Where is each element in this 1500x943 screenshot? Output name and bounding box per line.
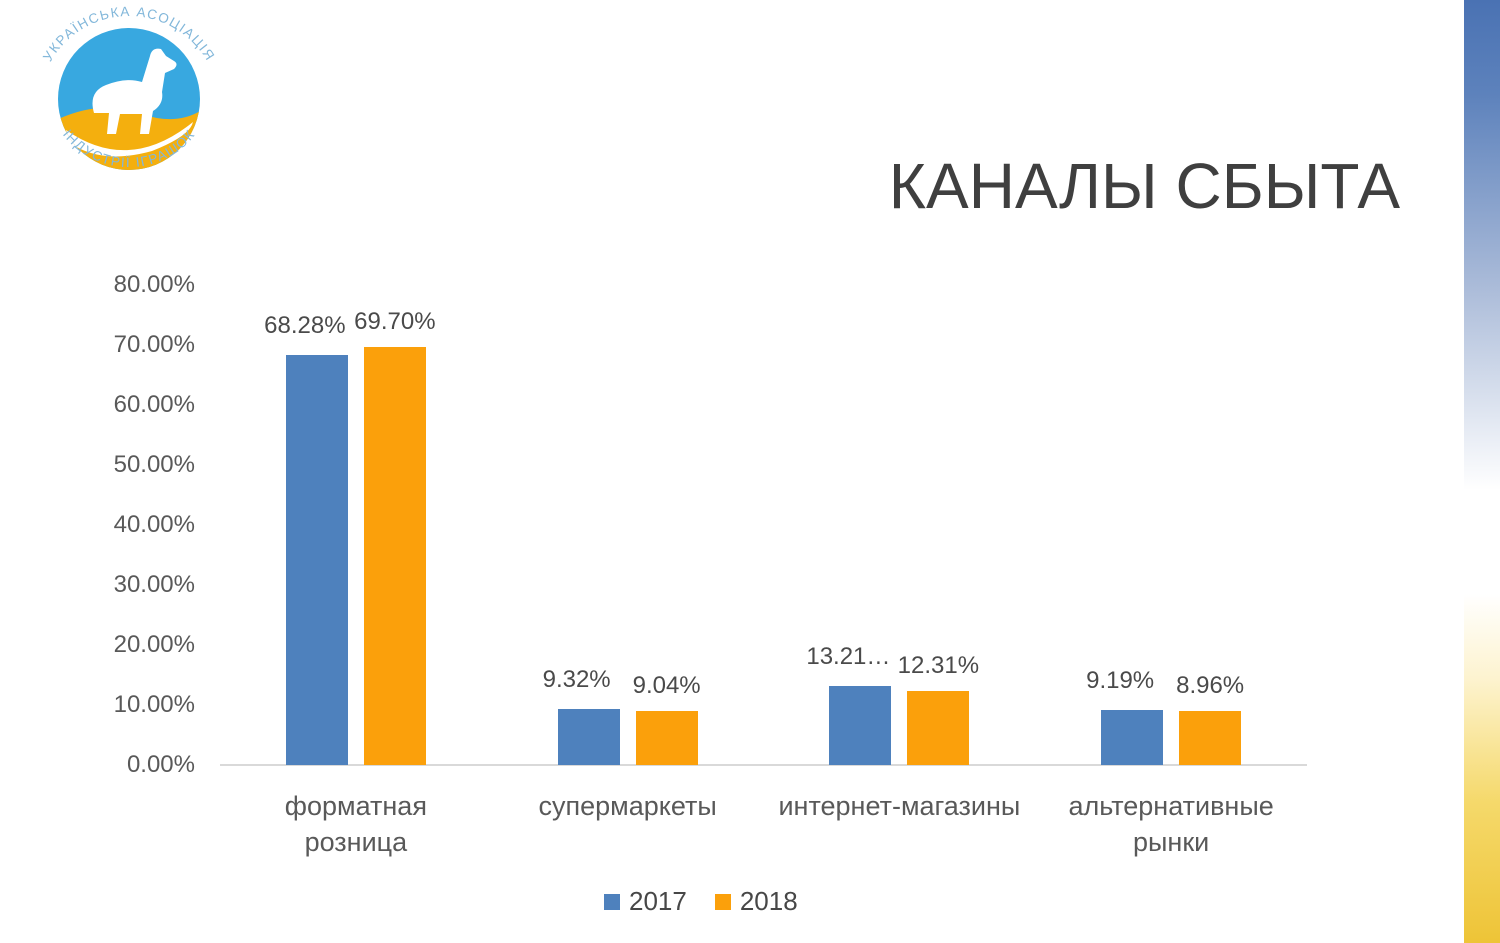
category-label-1: супермаркеты [538,791,717,821]
bar-2018-0 [363,346,426,765]
data-label-2018-1: 9.04% [632,671,701,699]
bar-2017-2 [829,685,892,765]
chart-legend: 2017 2018 [604,886,798,917]
y-axis-tick-label: 60.00% [113,391,195,418]
data-label-2017-0: 68.28% [264,312,346,340]
bar-2017-0 [285,355,348,765]
bar-2018-2 [907,691,970,765]
data-label-2017-1: 9.32% [542,666,611,694]
y-axis-tick-label: 80.00% [113,271,195,298]
y-axis-tick-label: 70.00% [113,331,195,358]
category-label-2: интернет-магазины [778,791,1021,821]
data-label-2017-3: 9.19% [1086,666,1155,694]
y-axis-tick-label: 0.00% [126,751,195,778]
association-logo: УКРАЇНСЬКА АСОЦІАЦІЯ ІНДУСТРІЇ ІГРАШОК [40,4,216,170]
y-axis-tick-label: 40.00% [113,511,195,538]
y-axis-tick-label: 50.00% [113,451,195,478]
bar-2018-1 [635,710,698,765]
right-gradient-strip [1464,0,1500,943]
logo-circle [58,28,200,170]
data-label-2018-3: 8.96% [1176,672,1245,700]
y-axis-tick-label: 10.00% [113,691,195,718]
y-axis-tick-label: 30.00% [113,571,195,598]
y-axis-tick-label: 20.00% [113,631,195,658]
category-label-3: альтернативные рынки [1068,791,1274,857]
data-label-2018-2: 12.31% [897,652,980,680]
legend-swatch-2018 [714,893,731,910]
data-label-2018-0: 69.70% [354,307,436,335]
legend-item-2017: 2017 [604,886,687,917]
legend-label-2018: 2018 [739,886,798,916]
slide-title: КАНАЛЫ СБЫТА [888,150,1400,222]
rocking-horse-icon [66,48,193,157]
data-label-2017-2: 13.21… [806,642,891,670]
bar-2017-3 [1101,709,1164,765]
bar-2017-1 [557,709,620,765]
legend-swatch-2017 [604,893,620,910]
legend-item-2018: 2018 [714,886,798,917]
legend-label-2017: 2017 [629,886,687,916]
bar-2018-3 [1179,711,1242,765]
x-axis-line [220,764,1307,766]
category-label-0: форматная розница [284,791,427,857]
